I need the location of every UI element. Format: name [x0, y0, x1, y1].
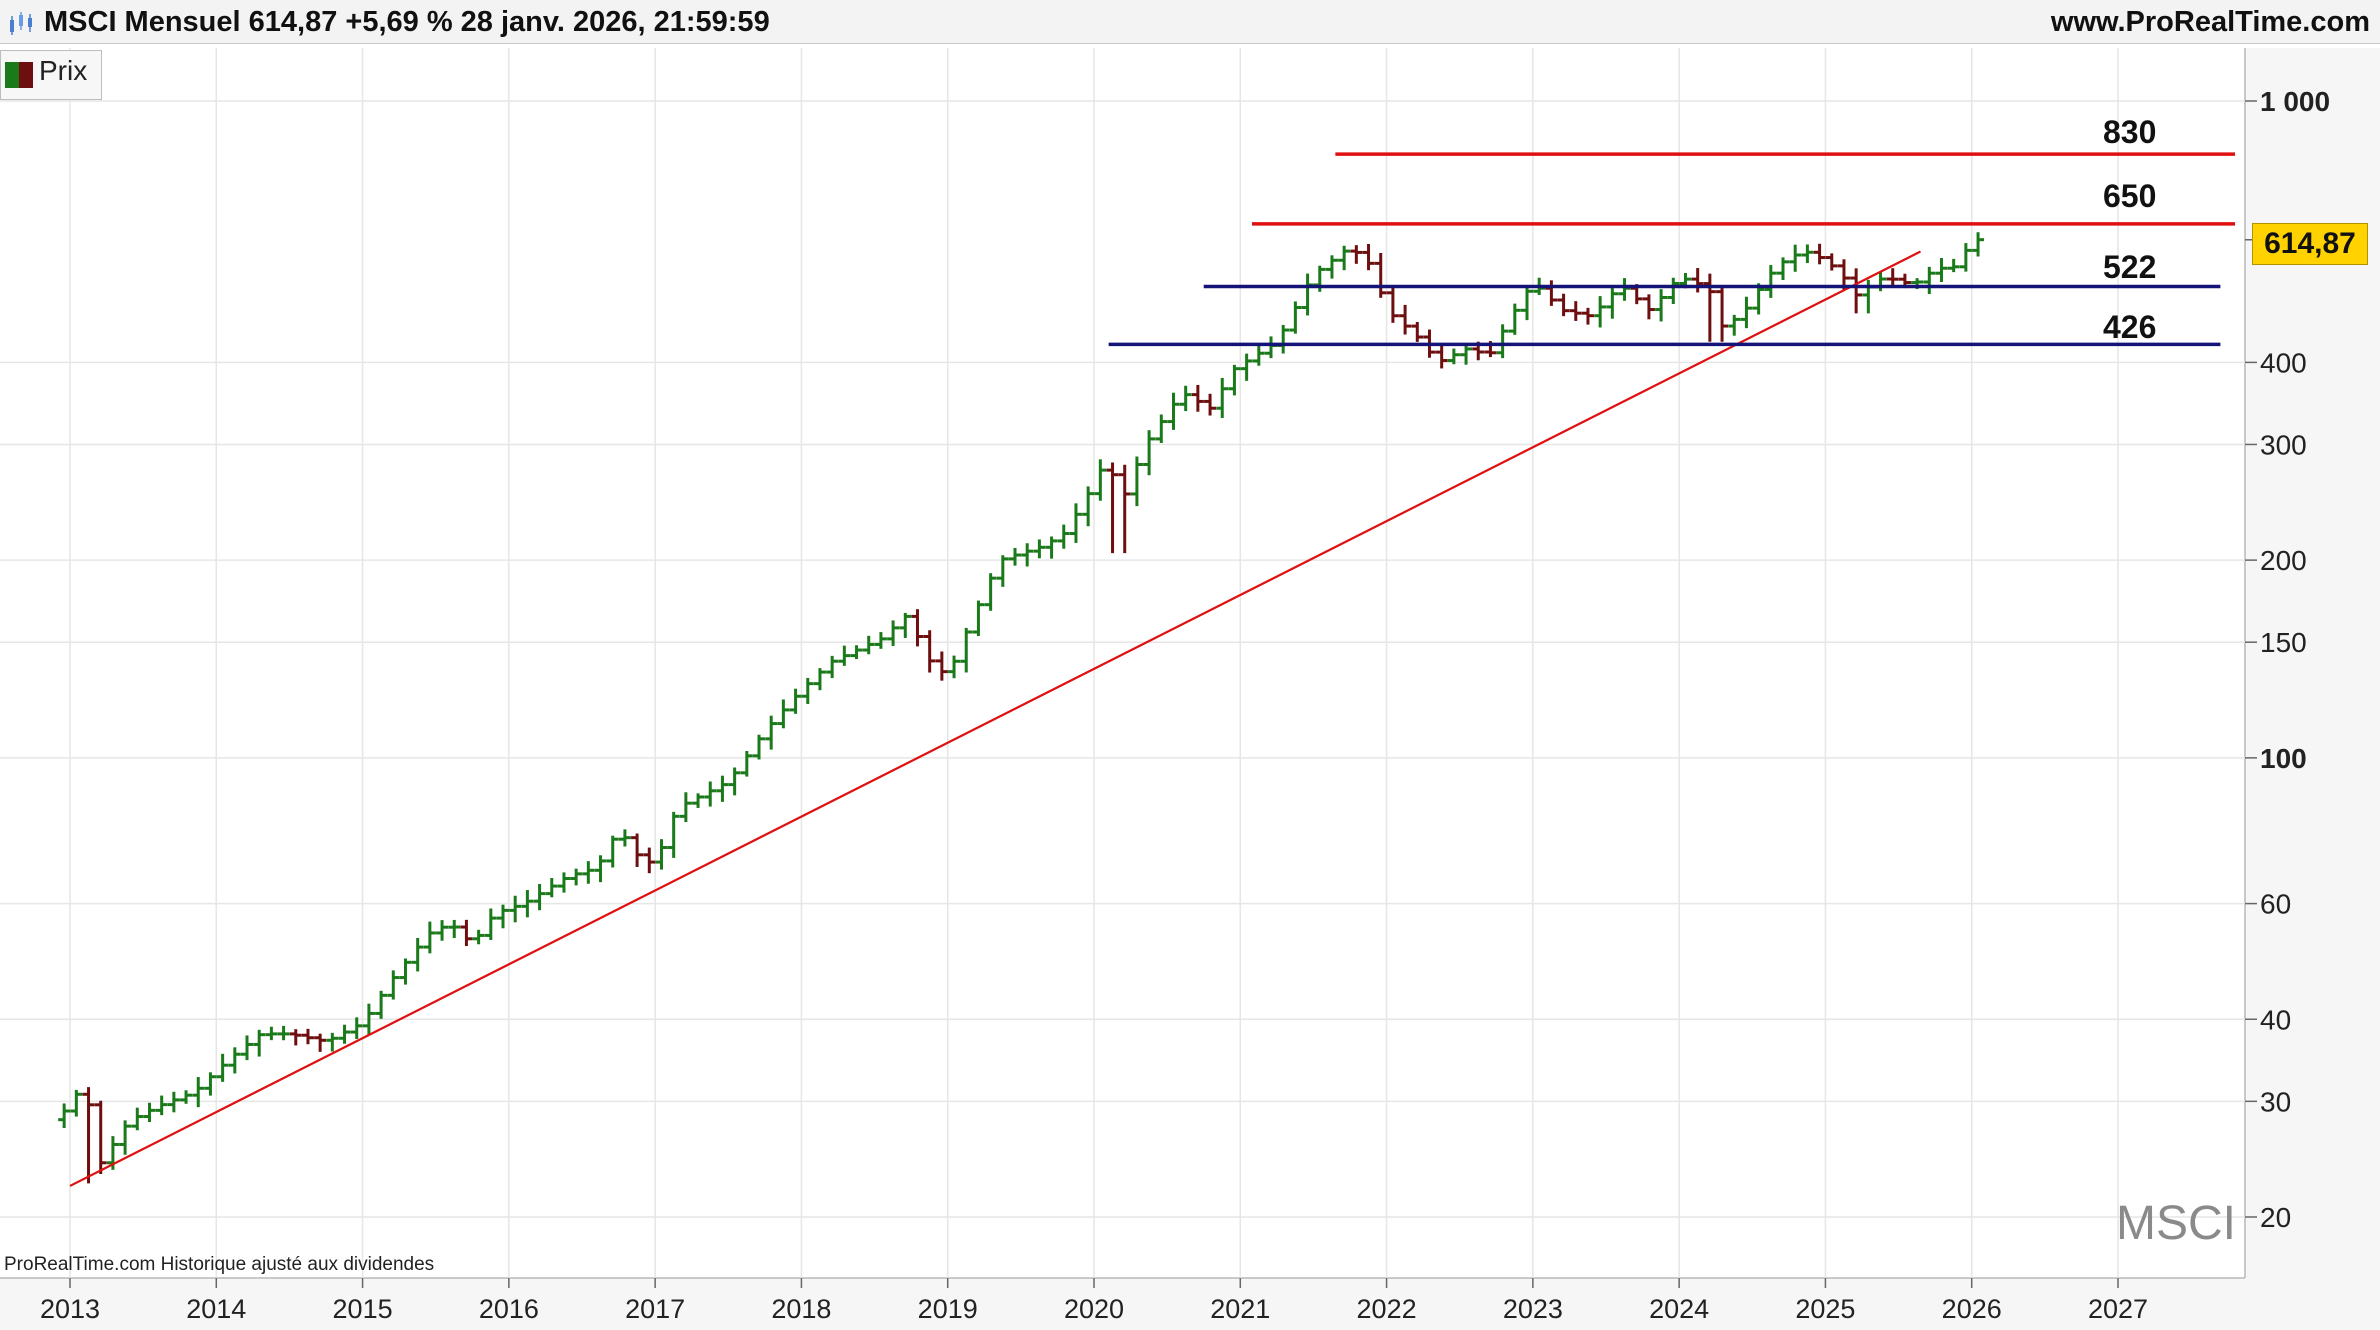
y-tick-label: 60 — [2260, 889, 2291, 920]
site-link[interactable]: www.ProRealTime.com — [2050, 6, 2370, 38]
legend-up-swatch — [5, 62, 19, 88]
chart-title: MSCI Mensuel 614,87 +5,69 % 28 janv. 202… — [44, 6, 770, 38]
x-tick-label: 2024 — [1649, 1294, 1709, 1324]
x-tick-label: 2022 — [1357, 1294, 1417, 1324]
y-tick-label: 30 — [2260, 1086, 2291, 1117]
legend-down-swatch — [19, 62, 33, 88]
x-tick-label: 2021 — [1210, 1294, 1270, 1324]
y-tick-label: 20 — [2260, 1202, 2291, 1233]
title-bar: MSCI Mensuel 614,87 +5,69 % 28 janv. 202… — [0, 0, 2380, 44]
x-tick-label: 2015 — [333, 1294, 393, 1324]
series-legend[interactable]: Prix — [0, 50, 102, 100]
level-label: 426 — [2103, 309, 2156, 345]
y-tick-label: 400 — [2260, 347, 2307, 378]
watermark: MSCI — [2116, 1197, 2236, 1250]
y-tick-label: 300 — [2260, 429, 2307, 460]
footer-credit: ProRealTime.com Historique ajusté aux di… — [4, 1254, 435, 1275]
y-tick-label: 200 — [2260, 545, 2307, 576]
y-tick-label: 40 — [2260, 1004, 2291, 1035]
level-label: 650 — [2103, 178, 2156, 214]
x-tick-label: 2019 — [918, 1294, 978, 1324]
x-tick-label: 2026 — [1942, 1294, 2002, 1324]
y-tick-label: 150 — [2260, 627, 2307, 658]
x-tick-label: 2027 — [2088, 1294, 2148, 1324]
current-price-tag: 614,87 — [2252, 223, 2368, 265]
x-tick-label: 2018 — [771, 1294, 831, 1324]
x-tick-label: 2016 — [479, 1294, 539, 1324]
y-tick-label: 1 000 — [2260, 86, 2330, 117]
time-axis-panel — [0, 1278, 2380, 1330]
level-label: 830 — [2103, 114, 2156, 150]
legend-label: Prix — [39, 55, 88, 86]
x-tick-label: 2023 — [1503, 1294, 1563, 1324]
level-label: 522 — [2103, 249, 2156, 285]
x-tick-label: 2025 — [1795, 1294, 1855, 1324]
x-tick-label: 2014 — [186, 1294, 246, 1324]
candlestick-icon — [10, 12, 32, 35]
x-tick-label: 2020 — [1064, 1294, 1124, 1324]
x-tick-label: 2013 — [40, 1294, 100, 1324]
x-tick-label: 2017 — [625, 1294, 685, 1324]
y-tick-label: 100 — [2260, 743, 2307, 774]
support-trendline — [69, 250, 1922, 1187]
